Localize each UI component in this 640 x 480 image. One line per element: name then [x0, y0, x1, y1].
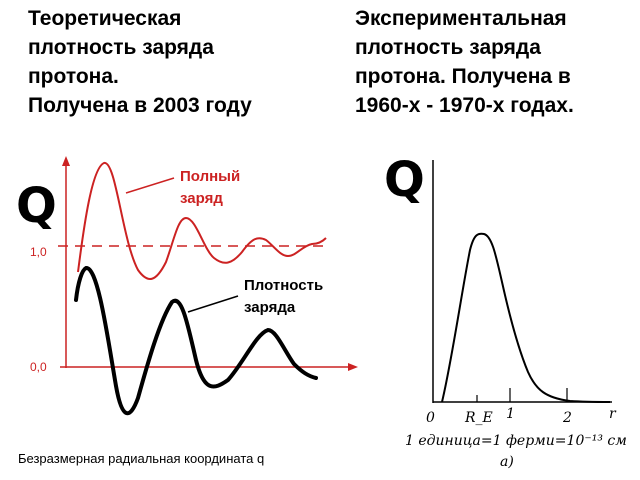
right-x-tick-2: 2: [562, 410, 572, 426]
panel-letter: а): [500, 454, 514, 470]
right-x-tick-1: 1: [506, 406, 515, 422]
y-tick-1: 1,0: [30, 245, 47, 259]
unit-note: 1 единица=1 ферми=10⁻¹³ см: [405, 433, 627, 449]
right-diagram: Q 0 R_E 1 2 r 1 единица=1 ферми=10⁻¹³ см…: [384, 152, 627, 470]
density-pointer: [187, 295, 239, 313]
y-tick-0: 0,0: [30, 360, 47, 374]
total-charge-curve: [77, 162, 327, 280]
right-q-label: Q: [384, 152, 425, 208]
left-title: Теоретическая плотность заряда протона. …: [28, 7, 252, 117]
right-x-tick-re: R_E: [464, 410, 493, 426]
left-q-label: Q: [16, 178, 57, 234]
left-diagram: Q 1,0 0,0 Полный заряд Плотность заряда: [16, 156, 358, 416]
right-title: Экспериментальная плотность заряда прото…: [355, 7, 574, 117]
experimental-density-curve: [441, 232, 611, 403]
charge-density-curve: [74, 266, 318, 416]
density-label-line-1: Плотность: [244, 277, 323, 294]
left-y-axis-arrow: [62, 156, 70, 166]
total-charge-label-line-2: заряд: [180, 190, 223, 207]
left-x-axis-arrow: [348, 363, 358, 371]
total-charge-pointer: [125, 177, 175, 194]
left-x-caption: Безразмерная радиальная координата q: [18, 451, 265, 466]
right-x-axis-symbol: r: [609, 406, 617, 422]
total-charge-label-line-1: Полный: [180, 168, 240, 185]
density-label-line-2: заряда: [244, 299, 296, 316]
right-x-tick-0: 0: [426, 410, 435, 426]
